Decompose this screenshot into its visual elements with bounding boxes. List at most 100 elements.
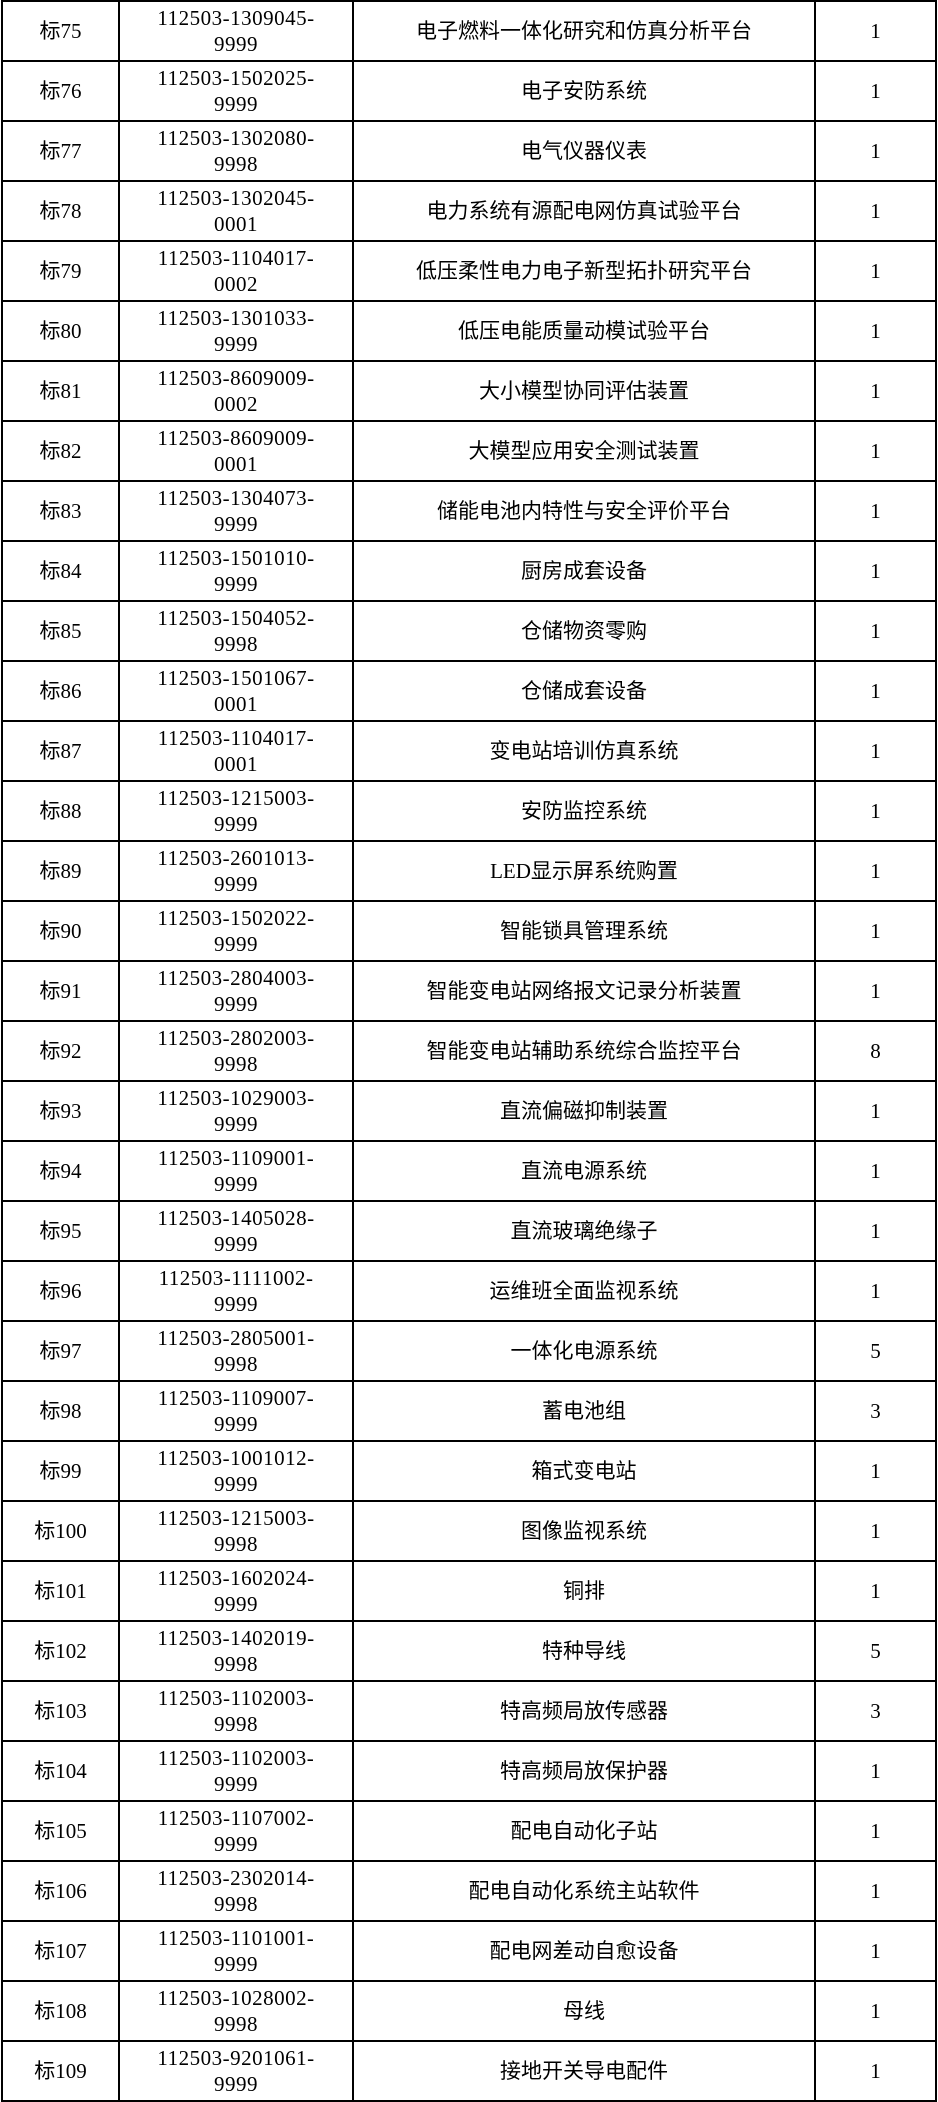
bid-tag-cell: 标90: [1, 900, 120, 962]
material-name-cell: 仓储成套设备: [352, 660, 816, 722]
quantity-cell: 1: [814, 240, 937, 302]
bid-tag-cell: 标108: [1, 1980, 120, 2042]
table-row: 标79 112503-1104017- 0002 低压柔性电力电子新型拓扑研究平台 1: [1, 240, 937, 302]
table-row: 标84 112503-1501010- 9999 厨房成套设备 1: [1, 540, 937, 602]
material-code-cell: 112503-1302045- 0001: [118, 180, 354, 242]
material-code-cell: 112503-1304073- 9999: [118, 480, 354, 542]
material-code-cell: 112503-1104017- 0002: [118, 240, 354, 302]
material-name-cell: 电力系统有源配电网仿真试验平台: [352, 180, 816, 242]
material-name-cell: 储能电池内特性与安全评价平台: [352, 480, 816, 542]
material-code-cell: 112503-2804003- 9999: [118, 960, 354, 1022]
material-code-cell: 112503-1102003- 9998: [118, 1680, 354, 1742]
quantity-cell: 1: [814, 780, 937, 842]
material-name-cell: 大模型应用安全测试装置: [352, 420, 816, 482]
bid-tag-cell: 标76: [1, 60, 120, 122]
material-name-cell: 厨房成套设备: [352, 540, 816, 602]
bid-tag-cell: 标102: [1, 1620, 120, 1682]
material-name-cell: LED显示屏系统购置: [352, 840, 816, 902]
quantity-cell: 3: [814, 1680, 937, 1742]
material-name-cell: 蓄电池组: [352, 1380, 816, 1442]
material-name-cell: 铜排: [352, 1560, 816, 1622]
quantity-cell: 1: [814, 1500, 937, 1562]
table-row: 标75 112503-1309045- 9999 电子燃料一体化研究和仿真分析平台 1: [1, 0, 937, 62]
table-row: 标102 112503-1402019- 9998 特种导线 5: [1, 1620, 937, 1682]
bid-tag-cell: 标86: [1, 660, 120, 722]
material-name-cell: 智能变电站辅助系统综合监控平台: [352, 1020, 816, 1082]
material-name-cell: 直流玻璃绝缘子: [352, 1200, 816, 1262]
bid-tag-cell: 标107: [1, 1920, 120, 1982]
table-row: 标100 112503-1215003- 9998 图像监视系统 1: [1, 1500, 937, 1562]
quantity-cell: 1: [814, 2040, 937, 2102]
material-name-cell: 特种导线: [352, 1620, 816, 1682]
material-code-cell: 112503-2805001- 9998: [118, 1320, 354, 1382]
quantity-cell: 1: [814, 1440, 937, 1502]
quantity-cell: 1: [814, 420, 937, 482]
quantity-cell: 5: [814, 1320, 937, 1382]
table-row: 标82 112503-8609009- 0001 大模型应用安全测试装置 1: [1, 420, 937, 482]
material-name-cell: 智能变电站网络报文记录分析装置: [352, 960, 816, 1022]
table-row: 标81 112503-8609009- 0002 大小模型协同评估装置 1: [1, 360, 937, 422]
material-name-cell: 低压电能质量动模试验平台: [352, 300, 816, 362]
bid-tag-cell: 标84: [1, 540, 120, 602]
bid-tag-cell: 标77: [1, 120, 120, 182]
material-code-cell: 112503-2802003- 9998: [118, 1020, 354, 1082]
material-code-cell: 112503-1028002- 9998: [118, 1980, 354, 2042]
bid-tag-cell: 标89: [1, 840, 120, 902]
bid-tag-cell: 标75: [1, 0, 120, 62]
table-row: 标107 112503-1101001- 9999 配电网差动自愈设备 1: [1, 1920, 937, 1982]
table-row: 标93 112503-1029003- 9999 直流偏磁抑制装置 1: [1, 1080, 937, 1142]
material-name-cell: 母线: [352, 1980, 816, 2042]
material-code-cell: 112503-8609009- 0002: [118, 360, 354, 422]
quantity-cell: 1: [814, 360, 937, 422]
material-code-cell: 112503-1215003- 9998: [118, 1500, 354, 1562]
material-name-cell: 配电网差动自愈设备: [352, 1920, 816, 1982]
material-code-cell: 112503-1104017- 0001: [118, 720, 354, 782]
table-row: 标109 112503-9201061- 9999 接地开关导电配件 1: [1, 2040, 937, 2102]
material-name-cell: 特高频局放传感器: [352, 1680, 816, 1742]
material-name-cell: 配电自动化系统主站软件: [352, 1860, 816, 1922]
material-code-cell: 112503-1402019- 9998: [118, 1620, 354, 1682]
quantity-cell: 3: [814, 1380, 937, 1442]
material-code-cell: 112503-1101001- 9999: [118, 1920, 354, 1982]
table-row: 标91 112503-2804003- 9999 智能变电站网络报文记录分析装置 1: [1, 960, 937, 1022]
table-row: 标101 112503-1602024- 9999 铜排 1: [1, 1560, 937, 1622]
bid-tag-cell: 标105: [1, 1800, 120, 1862]
material-name-cell: 电气仪器仪表: [352, 120, 816, 182]
quantity-cell: 1: [814, 1560, 937, 1622]
quantity-cell: 1: [814, 1860, 937, 1922]
quantity-cell: 1: [814, 480, 937, 542]
material-code-cell: 112503-1502022- 9999: [118, 900, 354, 962]
material-code-cell: 112503-1309045- 9999: [118, 0, 354, 62]
table-row: 标87 112503-1104017- 0001 变电站培训仿真系统 1: [1, 720, 937, 782]
table-row: 标99 112503-1001012- 9999 箱式变电站 1: [1, 1440, 937, 1502]
quantity-cell: 1: [814, 600, 937, 662]
material-name-cell: 箱式变电站: [352, 1440, 816, 1502]
material-name-cell: 变电站培训仿真系统: [352, 720, 816, 782]
quantity-cell: 1: [814, 1980, 937, 2042]
bid-tag-cell: 标96: [1, 1260, 120, 1322]
table-row: 标96 112503-1111002- 9999 运维班全面监视系统 1: [1, 1260, 937, 1322]
quantity-cell: 1: [814, 1800, 937, 1862]
material-code-cell: 112503-1502025- 9999: [118, 60, 354, 122]
bid-tag-cell: 标81: [1, 360, 120, 422]
bid-tag-cell: 标95: [1, 1200, 120, 1262]
material-name-cell: 电子燃料一体化研究和仿真分析平台: [352, 0, 816, 62]
material-name-cell: 电子安防系统: [352, 60, 816, 122]
material-code-cell: 112503-1111002- 9999: [118, 1260, 354, 1322]
bid-tag-cell: 标87: [1, 720, 120, 782]
table-row: 标103 112503-1102003- 9998 特高频局放传感器 3: [1, 1680, 937, 1742]
material-name-cell: 安防监控系统: [352, 780, 816, 842]
quantity-cell: 1: [814, 660, 937, 722]
bid-tag-cell: 标109: [1, 2040, 120, 2102]
bid-tag-cell: 标106: [1, 1860, 120, 1922]
bid-tag-cell: 标82: [1, 420, 120, 482]
material-code-cell: 112503-1001012- 9999: [118, 1440, 354, 1502]
bid-tag-cell: 标88: [1, 780, 120, 842]
bid-tag-cell: 标83: [1, 480, 120, 542]
quantity-cell: 1: [814, 1260, 937, 1322]
material-code-cell: 112503-1109007- 9999: [118, 1380, 354, 1442]
bid-tag-cell: 标94: [1, 1140, 120, 1202]
material-name-cell: 仓储物资零购: [352, 600, 816, 662]
table-row: 标105 112503-1107002- 9999 配电自动化子站 1: [1, 1800, 937, 1862]
